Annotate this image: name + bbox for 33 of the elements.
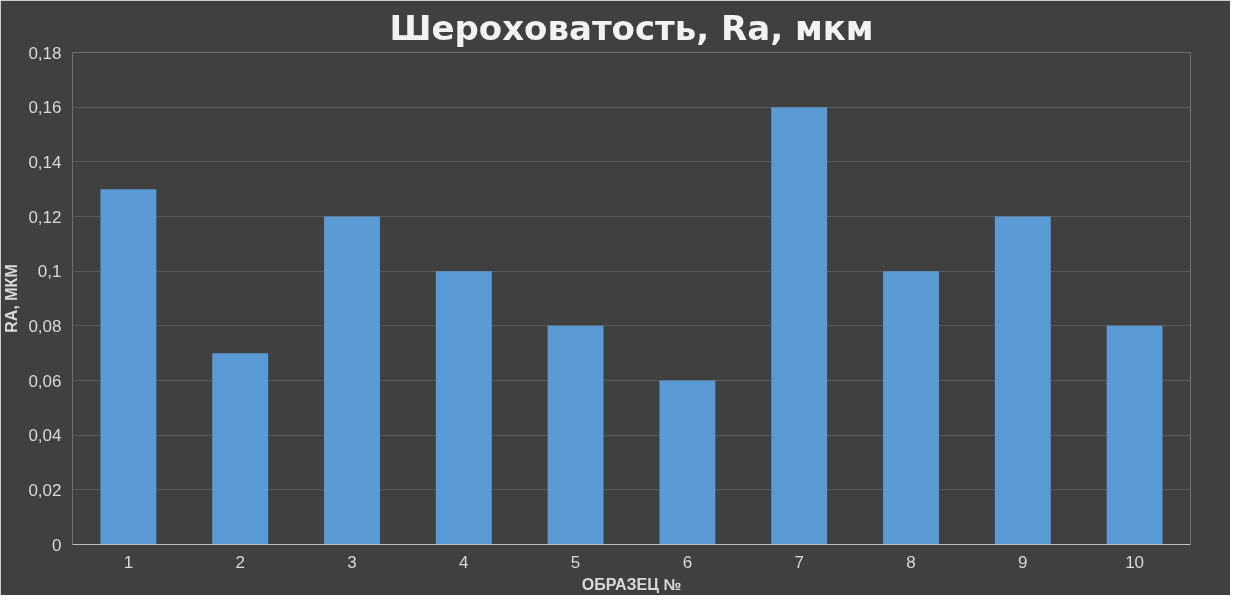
- bar: [100, 189, 157, 545]
- y-tick-label: 0,18: [28, 43, 62, 63]
- chart-title: Шероховатость, Ra, мкм: [389, 7, 874, 48]
- bar: [212, 353, 269, 545]
- y-tick-label: 0,1: [37, 262, 62, 282]
- x-tick-label: 7: [794, 552, 804, 572]
- x-tick-label: 8: [906, 552, 916, 572]
- y-tick-label: 0: [52, 535, 62, 555]
- y-tick-label: 0,08: [28, 316, 62, 336]
- x-tick-label: 10: [1125, 552, 1145, 572]
- x-tick-label: 6: [682, 552, 693, 572]
- bar: [324, 216, 380, 545]
- x-tick-label: 1: [123, 552, 134, 572]
- bar: [659, 380, 716, 545]
- bar: [994, 216, 1051, 545]
- x-tick-label: 2: [235, 552, 245, 572]
- x-tick-label: 9: [1018, 552, 1028, 572]
- x-tick-label: 5: [570, 552, 581, 572]
- bar: [771, 107, 828, 545]
- bar: [435, 271, 492, 545]
- bar: [1106, 325, 1163, 545]
- y-tick-label: 0,14: [28, 152, 62, 172]
- bar: [883, 271, 939, 545]
- y-tick-label: 0,02: [28, 480, 62, 500]
- y-tick-label: 0,12: [28, 207, 62, 227]
- x-axis-title: ОБРАЗЕЦ №: [581, 575, 682, 593]
- y-tick-label: 0,04: [28, 426, 62, 446]
- y-axis-title: RA, МКМ: [3, 264, 21, 333]
- x-tick-label: 4: [459, 552, 469, 572]
- y-tick-label: 0,16: [28, 98, 62, 118]
- y-tick-label: 0,06: [28, 371, 62, 391]
- x-tick-label: 3: [347, 552, 357, 572]
- bar: [547, 325, 604, 545]
